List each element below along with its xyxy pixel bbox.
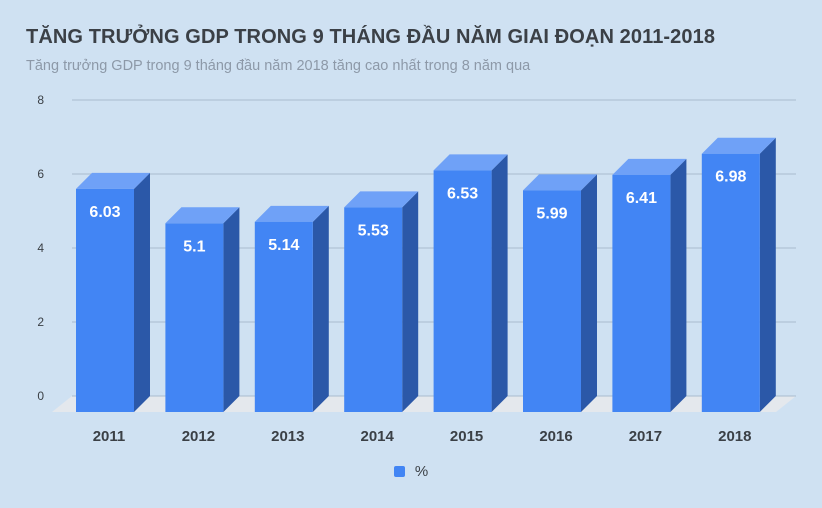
bar-value-label: 6.03 (89, 204, 120, 221)
bar-top (165, 207, 240, 224)
x-tick-label: 2016 (539, 428, 572, 445)
bar (165, 223, 224, 412)
bar (612, 174, 671, 412)
bar-top (344, 191, 419, 208)
bar-value-label: 5.14 (268, 237, 299, 254)
bar-side (223, 207, 240, 412)
bar-value-label: 5.53 (358, 222, 389, 239)
y-tick-label: 0 (37, 389, 44, 403)
bar (76, 188, 134, 412)
x-tick-label: 2015 (450, 428, 483, 445)
legend-swatch (393, 466, 405, 477)
bar-top (701, 137, 776, 154)
legend: % (0, 463, 822, 480)
y-tick-label: 6 (37, 167, 44, 181)
bar (523, 190, 581, 412)
x-tick-label: 2011 (93, 428, 126, 445)
x-tick-label: 2013 (271, 428, 304, 445)
legend-label: % (414, 463, 429, 480)
bar-side (491, 154, 508, 412)
x-tick-label: 2012 (182, 428, 215, 445)
bar (344, 207, 403, 412)
bar (254, 221, 313, 412)
bar-side (581, 174, 597, 412)
chart-title: TĂNG TRƯỞNG GDP TRONG 9 THÁNG ĐẦU NĂM GI… (26, 26, 716, 48)
chart-floor (52, 396, 796, 412)
bar (701, 153, 760, 413)
x-tick-label: 2017 (629, 428, 662, 445)
y-tick-label: 8 (37, 93, 44, 107)
bar-side (670, 158, 687, 412)
bar-top (612, 158, 687, 175)
y-tick-label: 4 (37, 241, 44, 255)
bar-value-label: 6.41 (626, 190, 657, 207)
x-tick-label: 2018 (718, 428, 751, 445)
bar-value-label: 6.98 (715, 169, 746, 186)
bar-top (254, 205, 329, 222)
bar-side (312, 205, 329, 412)
bar (433, 170, 492, 412)
bar-value-label: 6.53 (447, 185, 478, 202)
chart-subtitle: Tăng trưởng GDP trong 9 tháng đầu năm 20… (26, 58, 531, 74)
bar-value-label: 5.99 (536, 205, 567, 222)
bar-side (402, 191, 419, 412)
bar-top (523, 174, 597, 191)
y-tick-label: 2 (37, 315, 44, 329)
bar-side (134, 172, 150, 412)
bar-side (759, 137, 776, 413)
x-tick-label: 2014 (361, 428, 395, 445)
bar-top (76, 172, 150, 189)
bar-value-label: 5.1 (183, 238, 205, 255)
bar-top (433, 154, 508, 171)
